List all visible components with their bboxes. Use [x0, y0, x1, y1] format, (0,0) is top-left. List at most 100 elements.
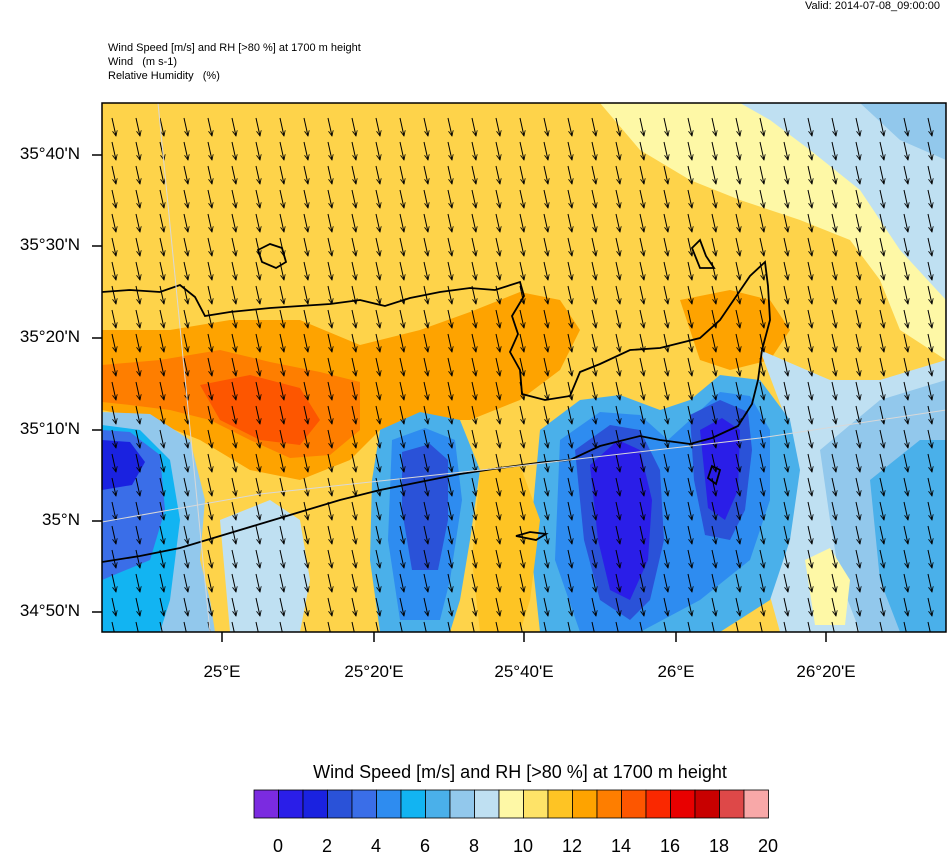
wind-arrow — [711, 213, 716, 232]
colorbar-label-0: 0 — [272, 836, 283, 856]
wind-arrow — [855, 381, 860, 400]
wind-arrow — [903, 573, 908, 592]
wind-arrow — [207, 405, 212, 424]
wind-arrow — [111, 141, 116, 160]
wind-arrow — [927, 525, 932, 544]
wind-arrow — [327, 405, 332, 424]
wind-arrow — [375, 189, 380, 208]
wind-arrow — [207, 597, 212, 616]
field-blue-ne — [860, 103, 946, 160]
wind-arrow — [111, 597, 116, 616]
wind-arrow — [759, 237, 764, 256]
wind-arrow — [759, 285, 764, 304]
wind-arrow — [687, 597, 692, 616]
wind-arrow — [735, 573, 740, 592]
wind-arrow — [183, 141, 188, 160]
wind-arrow — [327, 501, 332, 520]
wind-arrow — [351, 597, 356, 616]
wind-arrow — [783, 357, 788, 376]
wind-arrow — [255, 429, 260, 448]
wind-arrow — [471, 237, 476, 256]
wind-arrow — [735, 597, 740, 616]
wind-arrow — [567, 597, 572, 616]
wind-arrow — [687, 213, 692, 232]
wind-arrow — [879, 477, 884, 496]
wind-arrow — [495, 429, 500, 448]
wind-arrow — [159, 381, 164, 400]
lat-label-35: 35°N — [42, 510, 80, 529]
wind-arrow — [183, 261, 188, 280]
wind-arrow — [831, 405, 836, 424]
wind-arrow — [111, 453, 116, 472]
wind-arrow — [351, 621, 355, 632]
wind-arrow — [135, 333, 140, 352]
wind-arrow — [591, 381, 596, 400]
wind-arrow — [327, 597, 332, 616]
wind-arrow — [519, 549, 524, 568]
colorbar-label-4: 4 — [370, 836, 381, 856]
wind-arrow — [159, 477, 164, 496]
wind-arrow — [615, 309, 620, 328]
wind-arrow — [879, 213, 884, 232]
wind-arrow — [591, 189, 596, 208]
wind-arrow — [159, 549, 164, 568]
wind-arrow — [111, 357, 116, 376]
wind-arrow — [399, 621, 403, 632]
wind-arrow — [807, 117, 812, 136]
wind-arrow — [231, 453, 236, 472]
wind-arrow — [639, 117, 644, 136]
wind-arrow — [879, 429, 884, 448]
wind-arrow — [831, 453, 836, 472]
wind-arrow — [567, 165, 572, 184]
wind-arrow — [207, 357, 212, 376]
wind-arrow — [159, 429, 164, 448]
wind-arrow — [687, 525, 692, 544]
wind-arrow — [543, 429, 548, 448]
wind-arrow — [711, 621, 715, 632]
wind-arrow — [231, 141, 236, 160]
wind-arrow — [927, 549, 932, 568]
wind-arrow — [639, 237, 644, 256]
wind-arrow — [471, 141, 476, 160]
wind-arrow — [831, 501, 836, 520]
wind-arrow — [111, 237, 116, 256]
wind-arrow — [879, 309, 884, 328]
wind-arrow — [279, 285, 284, 304]
wind-arrow — [159, 333, 164, 352]
wind-arrow — [231, 549, 236, 568]
wind-arrow — [615, 477, 620, 496]
wind-arrow — [447, 597, 452, 616]
wind-arrow — [375, 405, 380, 424]
wind-arrow — [615, 525, 620, 544]
wind-arrow — [855, 549, 860, 568]
wind-arrow — [855, 501, 860, 520]
wind-arrow — [423, 525, 428, 544]
wind-arrow — [615, 453, 620, 472]
wind-arrow — [855, 477, 860, 496]
wind-arrow — [135, 429, 140, 448]
wind-arrow — [927, 477, 932, 496]
wind-arrow — [447, 453, 452, 472]
wind-arrow — [831, 429, 836, 448]
wind-arrow — [399, 237, 404, 256]
wind-arrow — [855, 453, 860, 472]
wind-arrow — [519, 117, 524, 136]
wind-arrow — [927, 429, 932, 448]
wind-arrow — [207, 429, 212, 448]
wind-arrow — [279, 477, 284, 496]
wind-arrow — [855, 141, 860, 160]
wind-arrow — [687, 405, 692, 424]
wind-arrow — [615, 381, 620, 400]
wind-arrow — [471, 309, 476, 328]
wind-arrow — [591, 477, 596, 496]
wind-arrow — [903, 333, 908, 352]
wind-arrow — [375, 357, 380, 376]
wind-arrow — [351, 237, 356, 256]
field-pale-strip-south — [220, 500, 310, 632]
wind-arrow — [423, 309, 428, 328]
wind-arrow — [231, 261, 236, 280]
wind-arrow — [615, 405, 620, 424]
wind-arrow — [927, 189, 932, 208]
wind-arrow — [471, 477, 476, 496]
